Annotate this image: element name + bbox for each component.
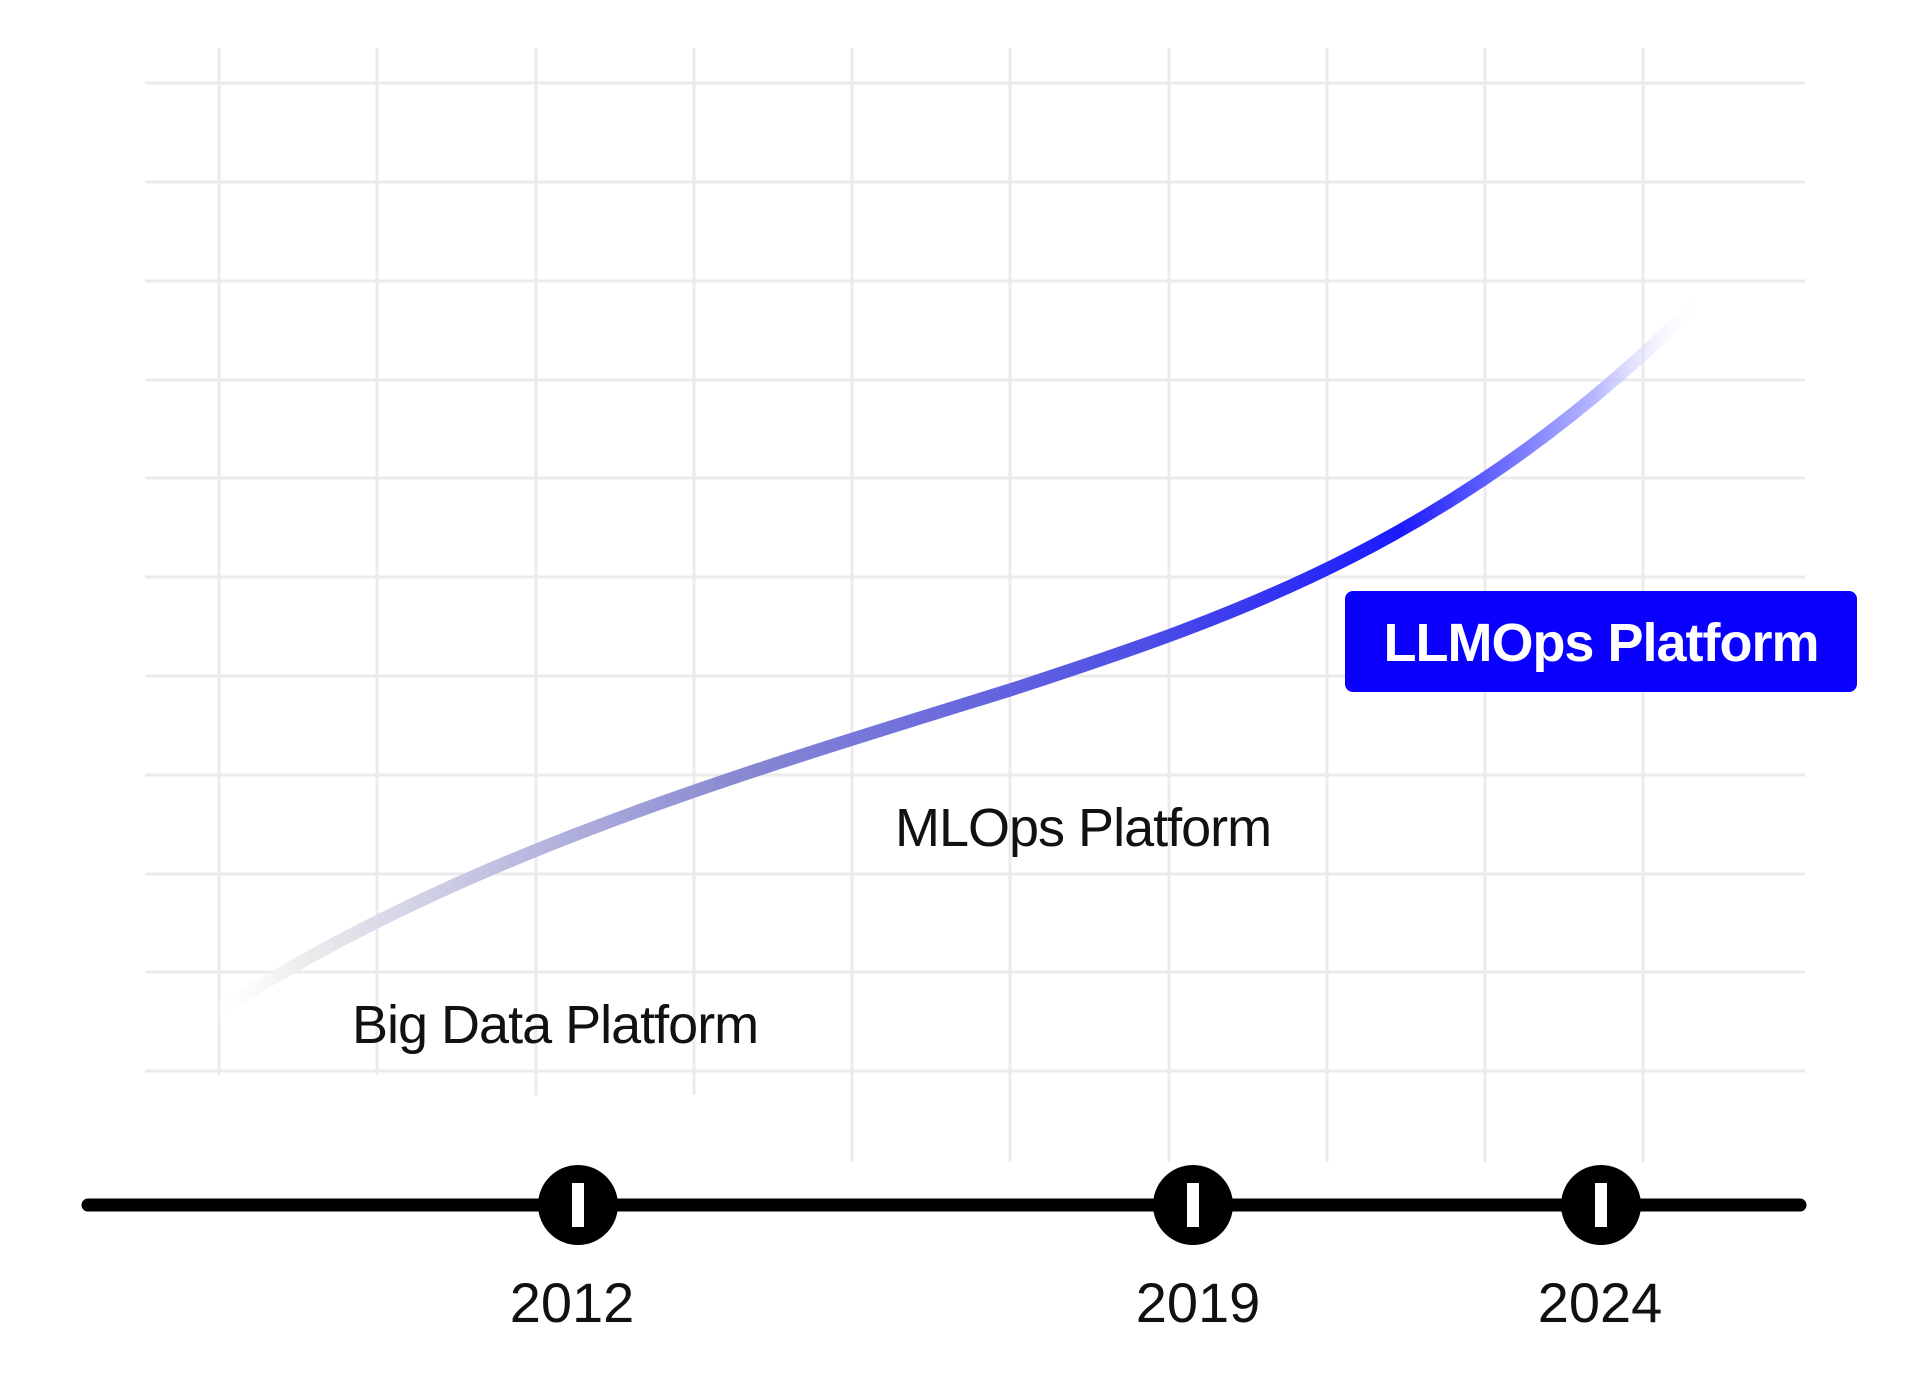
era-label-llmops: LLMOps Platform: [1383, 613, 1818, 673]
era-label-mlops: MLOps Platform: [895, 798, 1271, 858]
year-label-2019: 2019: [1136, 1271, 1261, 1334]
milestone-marker-2019: [1153, 1165, 1233, 1245]
milestone-tick: [1187, 1183, 1199, 1227]
year-label-2012: 2012: [510, 1271, 635, 1334]
era-badge-background: [1345, 591, 1857, 692]
background-grid: [145, 48, 1805, 1162]
era-label-big-data: Big Data Platform: [352, 995, 758, 1055]
milestone-marker-2024: [1561, 1165, 1641, 1245]
milestone-marker-2012: [538, 1165, 618, 1245]
milestone-tick: [572, 1183, 584, 1227]
milestone-tick: [1595, 1183, 1607, 1227]
era-badge-llmops: LLMOps Platform: [1345, 591, 1857, 692]
growth-curve: [198, 293, 1707, 1027]
year-label-2024: 2024: [1538, 1271, 1663, 1334]
